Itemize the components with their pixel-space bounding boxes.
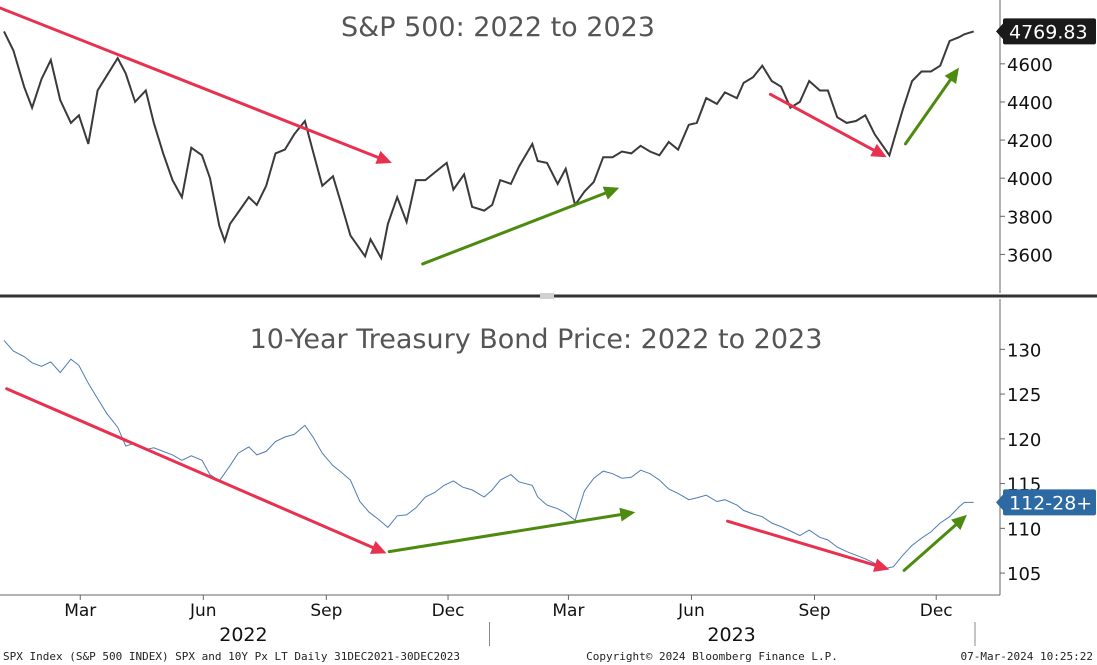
bond-price-line	[3, 340, 974, 570]
x-tick-label: Sep	[798, 601, 830, 621]
y-tick-label: 4000	[1007, 169, 1053, 190]
bond-last-value-box	[1003, 489, 1096, 516]
trend-arrow-head-down	[873, 558, 890, 572]
trend-arrow-down	[726, 519, 877, 567]
trend-arrow-down	[5, 387, 375, 549]
spx-y-axis: 3600 3800 4000 4200 4400 4600	[999, 0, 1053, 293]
spx-price-line	[3, 30, 974, 262]
spx-panel: S&P 500: 2022 to 2023 3600 3800 4000 4200 44…	[0, 0, 1096, 293]
x-axis: Mar Jun Sep Dec Mar Jun Sep Dec 2022 2023	[0, 594, 1000, 646]
y-tick-label: 110	[1007, 519, 1041, 540]
bond-last-value-label: 112-28+	[1009, 492, 1092, 514]
x-tick-label: Jun	[189, 601, 217, 621]
spx-chart-title: S&P 500: 2022 to 2023	[341, 12, 655, 43]
y-tick-label: 4200	[1007, 131, 1053, 152]
spx-trend-arrows	[0, 6, 959, 266]
trend-arrow-head-up	[602, 186, 620, 200]
trend-arrow-head-down	[375, 150, 392, 164]
spx-last-value-badge: 4769.83	[996, 18, 1096, 45]
trend-arrow-head-up	[619, 507, 636, 522]
x-tick-label: Jun	[677, 601, 705, 621]
trend-arrow-head-up	[944, 67, 959, 84]
trend-arrow-down	[768, 92, 876, 152]
bond-last-value-badge: 112-28+	[996, 489, 1096, 516]
trend-arrow-head-up	[951, 514, 967, 531]
x-tick-label: Sep	[310, 601, 342, 621]
footer-timestamp: 07-Mar-2024 10:25:22	[961, 650, 1093, 663]
trend-arrow-head-down	[369, 541, 387, 554]
x-tick-label: Dec	[920, 601, 953, 621]
footer: SPX Index (S&P 500 INDEX) SPX and 10Y Px…	[3, 650, 1093, 663]
x-axis-ticks: Mar Jun Sep Dec Mar Jun Sep Dec 2022 2023	[64, 595, 976, 646]
spx-last-value-label: 4769.83	[1009, 21, 1088, 43]
panel-resize-handle[interactable]	[540, 293, 554, 299]
x-tick-label: Mar	[64, 601, 96, 621]
spx-last-value-box	[1003, 18, 1096, 45]
trend-arrow-down	[0, 6, 380, 159]
y-tick-label: 4400	[1007, 93, 1053, 114]
footer-left-text: SPX Index (S&P 500 INDEX) SPX and 10Y Px…	[3, 650, 460, 663]
x-year-label: 2023	[707, 624, 755, 646]
y-tick-label: 120	[1007, 430, 1041, 451]
y-tick-label: 125	[1007, 385, 1041, 406]
bond-trend-arrows	[5, 387, 967, 572]
y-tick-label: 3800	[1007, 207, 1053, 228]
trend-arrow-up	[903, 78, 952, 146]
trend-arrow-up	[387, 513, 622, 554]
footer-copyright: Copyright© 2024 Bloomberg Finance L.P.	[586, 650, 838, 663]
y-tick-label: 4600	[1007, 55, 1053, 76]
bond-panel: 10-Year Treasury Bond Price: 2022 to 202…	[3, 299, 1096, 595]
panel-divider	[0, 293, 1097, 299]
trend-arrow-head-down	[870, 143, 887, 158]
x-tick-label: Mar	[552, 601, 584, 621]
y-tick-label: 105	[1007, 564, 1041, 585]
trend-arrow-up	[902, 523, 958, 572]
x-year-label: 2022	[219, 624, 267, 646]
last-value-pointer	[996, 22, 1004, 41]
x-tick-label: Dec	[432, 601, 465, 621]
y-tick-label: 130	[1007, 340, 1041, 361]
last-value-pointer	[996, 493, 1004, 512]
y-tick-label: 3600	[1007, 245, 1053, 266]
bond-chart-title: 10-Year Treasury Bond Price: 2022 to 202…	[250, 324, 823, 355]
trend-arrow-up	[421, 191, 607, 266]
